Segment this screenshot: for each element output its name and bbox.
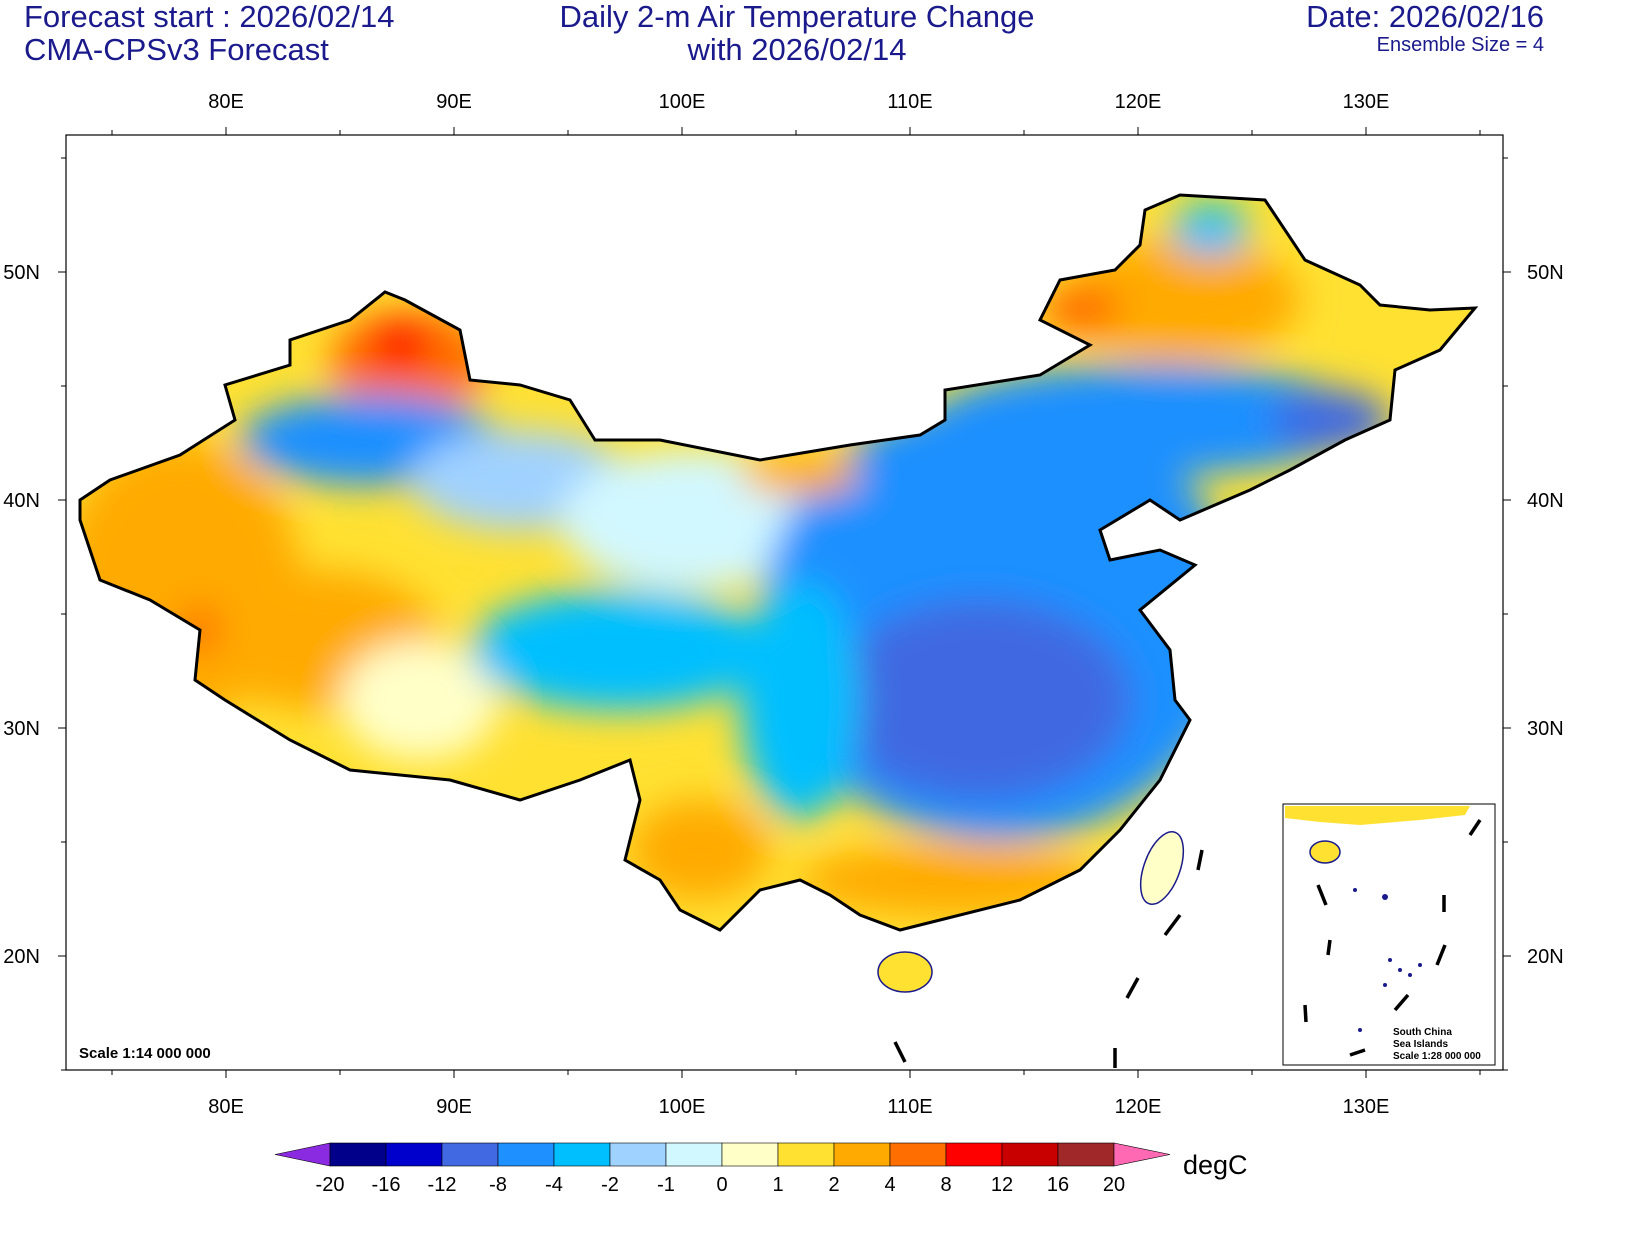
colorbar-box	[553, 1142, 611, 1167]
colorbar-label: 0	[716, 1174, 727, 1196]
lat-label-left: 40N	[3, 490, 40, 512]
lon-label-bottom: 90E	[436, 1096, 472, 1118]
colorbar-box	[1057, 1142, 1115, 1167]
inset-label-2: Sea Islands	[1393, 1039, 1448, 1050]
lat-label-left: 30N	[3, 718, 40, 740]
inset-scale: Scale 1:28 000 000	[1393, 1051, 1481, 1062]
colorbar-label: -1	[657, 1174, 675, 1196]
colorbar-box	[385, 1142, 443, 1167]
lon-label-top: 120E	[1115, 91, 1162, 113]
lon-label-bottom: 110E	[887, 1096, 932, 1118]
lon-label-top: 100E	[659, 91, 706, 113]
colorbar-box	[441, 1142, 499, 1167]
lon-label-top: 130E	[1343, 91, 1390, 113]
colorbar-label: -4	[545, 1174, 563, 1196]
lat-label-right: 50N	[1527, 262, 1564, 284]
colorbar-label: 20	[1103, 1174, 1125, 1196]
hainan-island	[877, 951, 933, 993]
lat-label-left: 20N	[3, 946, 40, 968]
colorbar-box	[1001, 1142, 1059, 1167]
colorbar-box	[945, 1142, 1003, 1167]
lon-label-top: 110E	[887, 91, 932, 113]
lon-label-bottom: 130E	[1343, 1096, 1390, 1118]
forecast-start-label: Forecast start : 2026/02/14	[24, 0, 395, 34]
inset-label-1: South China	[1393, 1027, 1452, 1038]
colorbar-unit: degC	[1183, 1150, 1248, 1180]
inset-coast	[1285, 806, 1470, 825]
lat-label-right: 40N	[1527, 490, 1564, 512]
colorbar-label: -2	[601, 1174, 619, 1196]
chart-title-line2: with 2026/02/14	[687, 32, 907, 67]
lat-label-right: 20N	[1527, 946, 1564, 968]
lon-label-bottom: 100E	[659, 1096, 706, 1118]
lon-label-top: 90E	[436, 91, 472, 113]
colorbar-box	[665, 1142, 723, 1167]
colorbar-box	[329, 1142, 387, 1167]
chart-title-line1: Daily 2-m Air Temperature Change	[559, 0, 1035, 34]
colorbar-label: 4	[884, 1174, 895, 1196]
colorbar-box	[777, 1142, 835, 1167]
lat-label-right: 30N	[1527, 718, 1564, 740]
nine-dash-line	[893, 849, 1204, 1068]
colorbar-label: 12	[991, 1174, 1013, 1196]
colorbar-box	[889, 1142, 947, 1167]
colorbar-high-triangle	[1113, 1142, 1171, 1167]
model-label: CMA-CPSv3 Forecast	[24, 32, 329, 67]
inset-islands	[1353, 888, 1422, 1032]
colorbar-label: 1	[772, 1174, 783, 1196]
lon-label-bottom: 120E	[1115, 1096, 1162, 1118]
colorbar-box	[497, 1142, 555, 1167]
colorbar-label: -8	[489, 1174, 507, 1196]
inset-hainan	[1309, 840, 1341, 864]
colorbar-label: -12	[428, 1174, 457, 1196]
colorbar-low-triangle	[274, 1142, 331, 1167]
lon-label-bottom: 80E	[208, 1096, 244, 1118]
taiwan-island	[1139, 831, 1185, 905]
colorbar-label: 8	[940, 1174, 951, 1196]
colorbar-box	[721, 1142, 779, 1167]
colorbar-label: 2	[828, 1174, 839, 1196]
inset-nine-dash-line	[1303, 819, 1482, 1057]
colorbar-label: -20	[316, 1174, 345, 1196]
date-label: Date: 2026/02/16	[1306, 0, 1544, 34]
lon-label-top: 80E	[208, 91, 244, 113]
colorbar-label: -16	[372, 1174, 401, 1196]
ensemble-size-label: Ensemble Size = 4	[1376, 34, 1544, 56]
map-scale-label: Scale 1:14 000 000	[79, 1045, 211, 1062]
colorbar-box	[833, 1142, 891, 1167]
lat-label-left: 50N	[3, 262, 40, 284]
colorbar-box	[609, 1142, 667, 1167]
colorbar-label: 16	[1047, 1174, 1069, 1196]
